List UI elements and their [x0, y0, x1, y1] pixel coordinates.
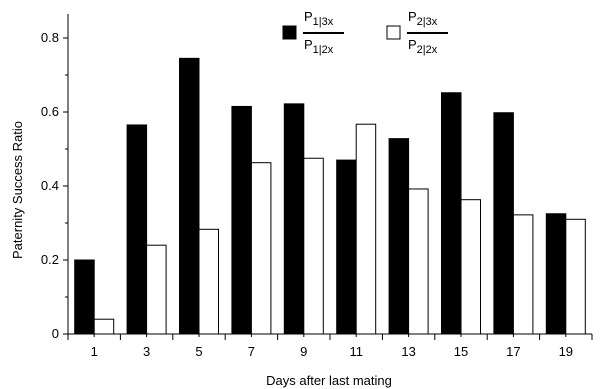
- y-tick-label-0: 0: [52, 326, 59, 341]
- y-axis-title: Paternity Success Ratio: [10, 121, 25, 259]
- bar-series-1-cat-11: [336, 159, 357, 335]
- bar-series-2-cat-3: [146, 244, 167, 335]
- x-tick-label-17: 17: [506, 344, 520, 359]
- legend-swatch-series-1: [282, 25, 297, 40]
- x-tick-label-13: 13: [401, 344, 415, 359]
- y-tick-label-0.4: 0.4: [41, 178, 59, 193]
- bar-series-1-cat-17: [493, 112, 514, 335]
- bar-series-2-cat-7: [250, 162, 272, 335]
- bar-series-1-cat-5: [179, 57, 200, 335]
- bars-group: [74, 57, 586, 335]
- x-tick-label-7: 7: [248, 344, 255, 359]
- legend-num-sub-2: 2|3x: [417, 16, 438, 28]
- x-tick-label-11: 11: [349, 344, 363, 359]
- bar-series-1-cat-9: [283, 103, 305, 335]
- y-tick-label-0.2: 0.2: [41, 252, 59, 267]
- legend-den-letter-2: P: [408, 37, 417, 52]
- legend-num-letter-1: P: [304, 9, 313, 24]
- ticks-group: 00.20.40.60.81 3 5 7 9 11 13 15 17 19: [41, 30, 593, 359]
- legend-numerator-series-2: P2|3x: [408, 9, 438, 28]
- legend-item-series-1: P1|3x P1|2x: [282, 9, 344, 56]
- y-tick-label-0.6: 0.6: [41, 104, 59, 119]
- bar-series-2-cat-1: [93, 318, 115, 335]
- bar-series-2-cat-19: [565, 218, 586, 335]
- y-tick-label-0.8: 0.8: [41, 30, 59, 45]
- bar-series-1-cat-7: [231, 105, 252, 335]
- bar-series-1-cat-13: [388, 138, 410, 335]
- legend-swatch-series-2: [386, 25, 401, 40]
- legend-num-letter-2: P: [408, 9, 417, 24]
- bar-series-2-cat-13: [408, 188, 429, 335]
- bar-series-2-cat-15: [460, 199, 481, 335]
- bar-series-1-cat-3: [126, 124, 148, 335]
- legend-den-letter-1: P: [304, 37, 313, 52]
- legend-item-series-2: P2|3x P2|2x: [386, 9, 448, 56]
- bar-series-2-cat-11: [355, 123, 377, 335]
- bar-series-2-cat-5: [198, 228, 219, 335]
- legend: P1|3x P1|2x P2|3x P2|2x: [282, 9, 448, 56]
- legend-den-sub-2: 2|2x: [417, 44, 438, 56]
- x-tick-label-19: 19: [559, 344, 573, 359]
- bar-series-1-cat-15: [441, 92, 462, 335]
- legend-denominator-series-2: P2|2x: [408, 37, 438, 56]
- x-tick-label-1: 1: [91, 344, 98, 359]
- x-tick-label-15: 15: [454, 344, 468, 359]
- legend-den-sub-1: 1|2x: [313, 44, 334, 56]
- bar-series-1-cat-19: [545, 213, 567, 335]
- x-axis-title: Days after last mating: [266, 373, 392, 388]
- bar-series-1-cat-1: [74, 259, 95, 335]
- x-tick-label-3: 3: [143, 344, 150, 359]
- legend-numerator-series-1: P1|3x: [304, 9, 334, 28]
- bar-series-2-cat-9: [303, 157, 324, 335]
- x-tick-label-9: 9: [300, 344, 307, 359]
- legend-num-sub-1: 1|3x: [313, 16, 334, 28]
- bar-series-2-cat-17: [512, 214, 534, 335]
- legend-denominator-series-1: P1|2x: [304, 37, 334, 56]
- x-tick-label-5: 5: [195, 344, 202, 359]
